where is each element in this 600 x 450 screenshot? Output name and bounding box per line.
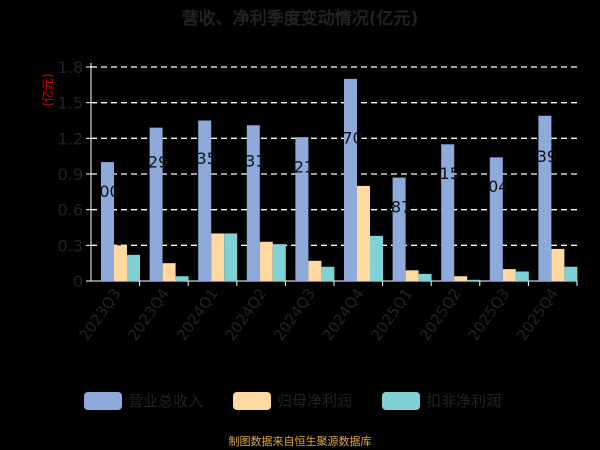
x-tick-label: 2025Q4 bbox=[513, 285, 562, 344]
bar-net-profit bbox=[114, 245, 127, 281]
x-tick-label: 2024Q1 bbox=[173, 285, 222, 344]
bar-revenue bbox=[344, 78, 357, 281]
bar-net-profit bbox=[357, 185, 370, 281]
x-tick-label: 2024Q4 bbox=[319, 285, 368, 344]
y-tick-label: 0.6 bbox=[58, 201, 83, 220]
bar-net-profit bbox=[308, 260, 322, 281]
data-label: 00 bbox=[99, 182, 119, 201]
bar-net-profit bbox=[405, 270, 419, 281]
bar-revenue bbox=[149, 127, 163, 281]
data-label: 21 bbox=[294, 157, 314, 176]
x-tick-label: 2024Q2 bbox=[221, 285, 270, 344]
bar-net-profit bbox=[502, 269, 516, 281]
legend-swatch bbox=[382, 392, 420, 410]
legend-swatch bbox=[233, 392, 271, 410]
x-tick-label: 2023Q4 bbox=[124, 285, 173, 344]
data-label: 31 bbox=[245, 152, 265, 171]
y-tick-label: 0.3 bbox=[58, 236, 83, 255]
y-tick-label: 0 bbox=[73, 272, 83, 291]
bar-deducted-profit bbox=[127, 254, 140, 281]
x-tick-label: 2025Q1 bbox=[367, 285, 416, 344]
legend-label: 归母净利润 bbox=[277, 392, 352, 410]
bar-revenue bbox=[538, 115, 552, 281]
data-label: 87 bbox=[391, 197, 411, 216]
legend-label: 营业总收入 bbox=[128, 392, 203, 410]
data-label: 70 bbox=[342, 128, 362, 147]
x-tick-label: 2024Q3 bbox=[270, 285, 319, 344]
bar-revenue bbox=[101, 162, 114, 281]
bar-deducted-profit bbox=[321, 266, 335, 281]
bar-deducted-profit bbox=[224, 233, 238, 281]
footer-source: 制图数据来自恒生聚源数据库 bbox=[228, 435, 372, 448]
bar-deducted-profit bbox=[564, 266, 578, 281]
data-label: 39 bbox=[537, 147, 557, 166]
bar-deducted-profit bbox=[370, 235, 383, 281]
bar-revenue bbox=[246, 125, 260, 281]
bar-net-profit bbox=[551, 248, 565, 281]
x-tick-label: 2023Q3 bbox=[76, 285, 125, 344]
x-tick-label: 2025Q2 bbox=[416, 285, 465, 344]
bar-net-profit bbox=[162, 263, 176, 281]
y-tick-label: 1.2 bbox=[58, 129, 83, 148]
data-label: 15 bbox=[440, 164, 460, 183]
bar-revenue bbox=[392, 177, 406, 281]
bar-deducted-profit bbox=[272, 244, 286, 281]
y-tick-label: 1.5 bbox=[58, 94, 83, 113]
legend-swatch bbox=[84, 392, 122, 410]
bar-net-profit bbox=[454, 276, 468, 281]
bar-net-profit bbox=[211, 233, 225, 281]
data-label: 35 bbox=[197, 149, 217, 168]
bar-revenue bbox=[198, 120, 212, 281]
y-axis-label: (亿元) bbox=[40, 73, 55, 106]
bar-deducted-profit bbox=[467, 279, 481, 281]
bar-revenue bbox=[295, 137, 309, 281]
x-tick-label: 2025Q3 bbox=[464, 285, 513, 344]
chart-title: 营收、净利季度变动情况(亿元) bbox=[182, 8, 419, 29]
data-label: 04 bbox=[488, 177, 508, 196]
bar-revenue bbox=[441, 144, 455, 281]
bar-deducted-profit bbox=[175, 276, 189, 281]
data-label: 29 bbox=[148, 153, 168, 172]
y-tick-label: 0.9 bbox=[58, 165, 83, 184]
bar-deducted-profit bbox=[515, 271, 529, 281]
bar-net-profit bbox=[259, 241, 273, 281]
bar-deducted-profit bbox=[418, 273, 432, 281]
bar-revenue bbox=[489, 157, 503, 281]
legend-label: 扣非净利润 bbox=[426, 392, 501, 410]
y-tick-label: 1.8 bbox=[58, 58, 83, 77]
